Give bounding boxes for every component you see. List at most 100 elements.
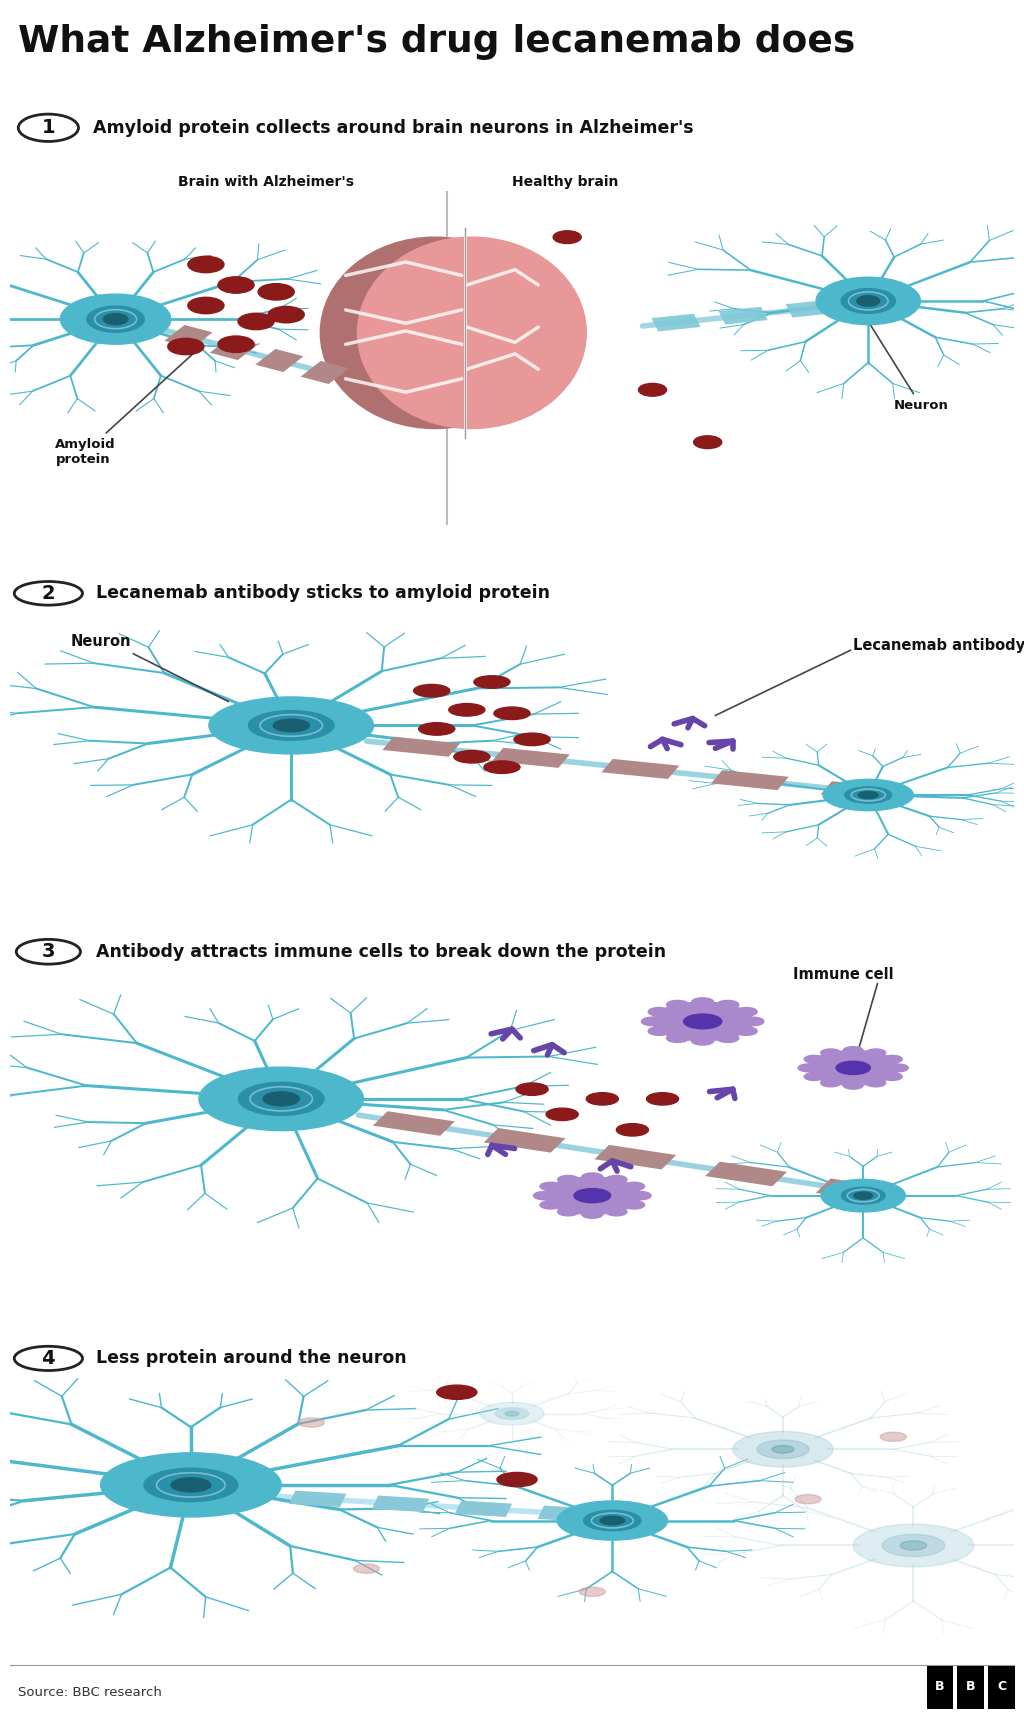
Circle shape: [646, 1093, 679, 1105]
Circle shape: [419, 723, 455, 735]
Text: Amyloid
protein: Amyloid protein: [55, 353, 194, 466]
Circle shape: [804, 1055, 824, 1064]
Polygon shape: [492, 749, 569, 767]
Circle shape: [735, 1007, 757, 1016]
Circle shape: [273, 719, 309, 731]
Polygon shape: [816, 1179, 898, 1203]
Circle shape: [494, 707, 530, 719]
Circle shape: [505, 1412, 519, 1417]
Polygon shape: [483, 1129, 565, 1153]
Circle shape: [843, 1047, 863, 1053]
Polygon shape: [706, 1161, 787, 1187]
Polygon shape: [719, 307, 768, 324]
Circle shape: [857, 296, 880, 307]
Circle shape: [717, 1000, 738, 1009]
Text: Antibody attracts immune cells to break down the protein: Antibody attracts immune cells to break …: [95, 942, 666, 961]
Circle shape: [497, 1473, 537, 1487]
Text: 1: 1: [42, 118, 55, 137]
Circle shape: [209, 697, 374, 754]
Circle shape: [735, 1026, 757, 1035]
Circle shape: [574, 1189, 610, 1203]
Polygon shape: [373, 1112, 455, 1136]
Circle shape: [454, 750, 489, 762]
Circle shape: [540, 1201, 561, 1209]
Circle shape: [187, 298, 224, 313]
Polygon shape: [255, 349, 303, 372]
Circle shape: [580, 1588, 605, 1597]
Circle shape: [553, 231, 582, 243]
Circle shape: [474, 675, 510, 689]
Circle shape: [480, 1403, 544, 1425]
Circle shape: [795, 1494, 821, 1504]
Circle shape: [836, 1062, 870, 1074]
Circle shape: [816, 278, 921, 325]
Circle shape: [18, 115, 79, 142]
Circle shape: [587, 1093, 618, 1105]
Circle shape: [449, 704, 485, 716]
Circle shape: [883, 1072, 902, 1081]
Circle shape: [717, 1035, 738, 1043]
Circle shape: [648, 1026, 671, 1035]
Polygon shape: [289, 1490, 346, 1507]
Circle shape: [263, 1091, 299, 1107]
Circle shape: [414, 685, 450, 697]
Circle shape: [772, 1446, 794, 1453]
Circle shape: [238, 313, 274, 329]
Circle shape: [558, 1208, 579, 1216]
Circle shape: [14, 1346, 83, 1370]
Circle shape: [820, 1079, 841, 1086]
Text: Source: BBC research: Source: BBC research: [18, 1686, 163, 1699]
Polygon shape: [210, 337, 258, 360]
Circle shape: [582, 1173, 603, 1182]
Circle shape: [691, 997, 714, 1006]
Circle shape: [866, 1048, 886, 1057]
Circle shape: [298, 1418, 325, 1427]
Circle shape: [436, 1386, 477, 1400]
Text: Lecanemab antibody sticks to amyloid protein: Lecanemab antibody sticks to amyloid pro…: [95, 584, 550, 603]
Circle shape: [557, 1501, 668, 1540]
Circle shape: [684, 1014, 722, 1030]
Circle shape: [630, 1192, 651, 1199]
Polygon shape: [820, 781, 898, 802]
Circle shape: [582, 1209, 603, 1218]
Circle shape: [804, 1072, 824, 1081]
Circle shape: [516, 1083, 548, 1095]
Polygon shape: [651, 313, 700, 331]
Circle shape: [168, 337, 204, 355]
Circle shape: [843, 1081, 863, 1089]
Text: Lecanemab antibody: Lecanemab antibody: [853, 637, 1024, 653]
Circle shape: [606, 1175, 627, 1184]
Circle shape: [691, 1036, 714, 1045]
Text: Healthy brain: Healthy brain: [512, 175, 618, 190]
Circle shape: [546, 1108, 579, 1120]
Circle shape: [199, 1067, 364, 1131]
Circle shape: [258, 284, 294, 300]
Circle shape: [733, 1432, 834, 1466]
Circle shape: [606, 1208, 627, 1216]
Circle shape: [218, 336, 254, 353]
Circle shape: [60, 295, 171, 344]
Circle shape: [14, 581, 83, 605]
Text: 2: 2: [42, 584, 55, 603]
Polygon shape: [785, 300, 835, 317]
Circle shape: [889, 1064, 908, 1072]
Text: Less protein around the neuron: Less protein around the neuron: [95, 1350, 407, 1367]
Circle shape: [353, 1564, 380, 1573]
Circle shape: [187, 257, 224, 272]
Circle shape: [667, 1000, 688, 1009]
Circle shape: [100, 1453, 282, 1518]
Circle shape: [858, 791, 879, 798]
Circle shape: [584, 1511, 641, 1531]
FancyBboxPatch shape: [957, 1665, 984, 1708]
Circle shape: [16, 939, 81, 964]
Circle shape: [757, 1441, 809, 1458]
Text: 3: 3: [42, 942, 55, 961]
Polygon shape: [594, 1144, 676, 1170]
Circle shape: [218, 278, 254, 293]
Circle shape: [693, 435, 722, 449]
Circle shape: [616, 1124, 648, 1136]
Circle shape: [514, 733, 550, 745]
Circle shape: [540, 1182, 561, 1191]
Circle shape: [854, 1192, 872, 1199]
Circle shape: [853, 1525, 974, 1567]
